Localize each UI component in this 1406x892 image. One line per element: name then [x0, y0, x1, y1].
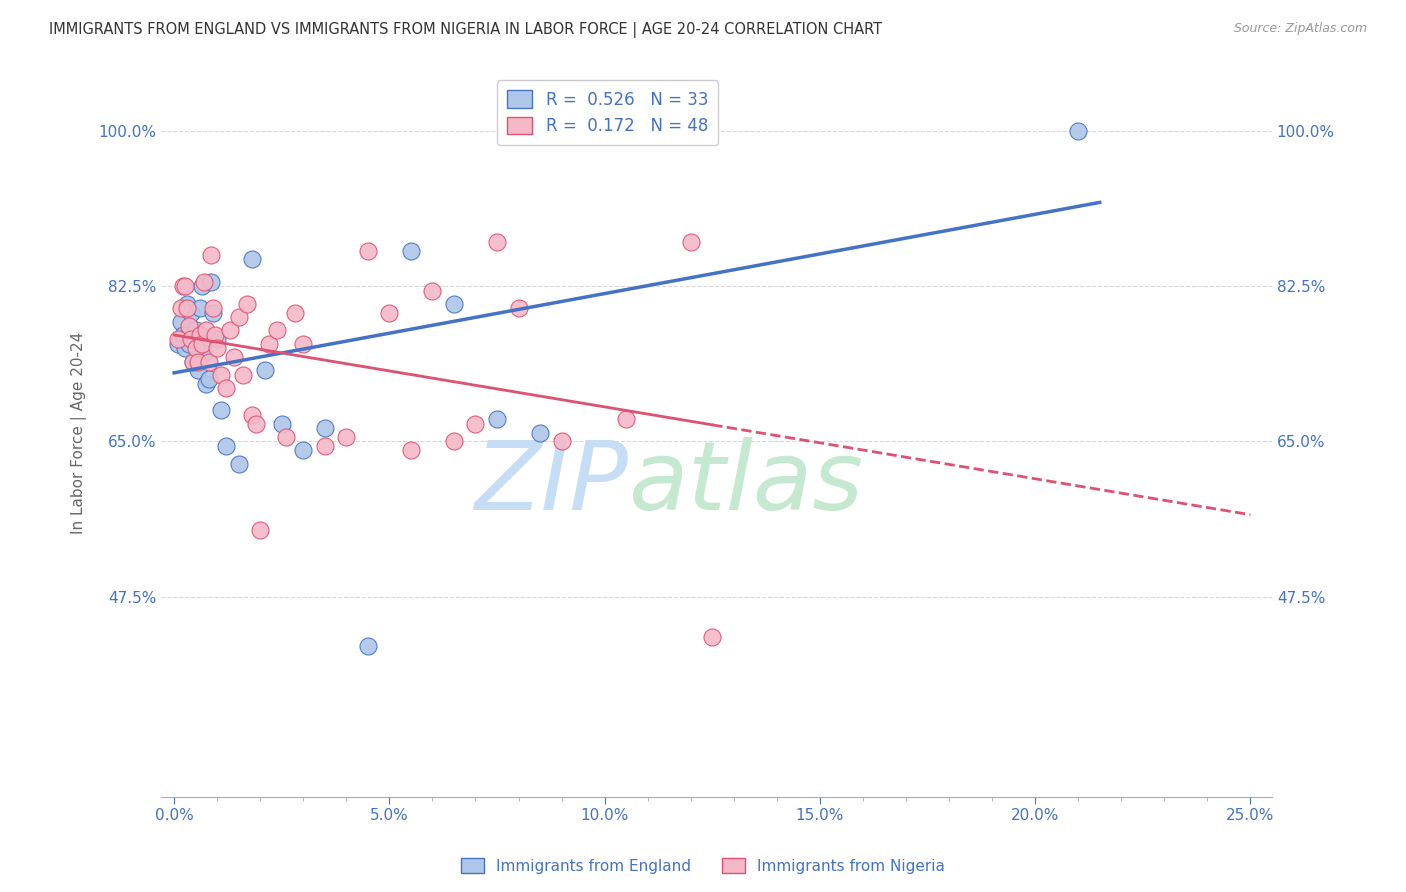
Point	[215, 439, 238, 453]
Point	[200, 275, 222, 289]
Point	[195, 323, 218, 337]
Point	[357, 244, 380, 258]
Text: atlas: atlas	[627, 437, 863, 530]
Point	[188, 327, 211, 342]
Point	[201, 301, 224, 316]
Point	[228, 457, 250, 471]
Point	[172, 279, 194, 293]
Point	[357, 639, 380, 653]
Point	[184, 341, 207, 355]
Point	[193, 345, 215, 359]
Point	[614, 412, 637, 426]
Point	[249, 523, 271, 537]
Point	[180, 306, 202, 320]
Point	[193, 275, 215, 289]
Legend: R =  0.526   N = 33, R =  0.172   N = 48: R = 0.526 N = 33, R = 0.172 N = 48	[498, 80, 718, 145]
Point	[211, 368, 233, 382]
Point	[211, 403, 233, 417]
Point	[169, 315, 191, 329]
Point	[174, 341, 197, 355]
Point	[292, 443, 315, 458]
Point	[508, 301, 530, 316]
Point	[219, 323, 242, 337]
Point	[550, 434, 572, 449]
Point	[197, 372, 219, 386]
Point	[399, 244, 422, 258]
Point	[183, 354, 205, 368]
Point	[179, 319, 201, 334]
Point	[184, 323, 207, 337]
Point	[228, 310, 250, 325]
Point	[169, 301, 191, 316]
Point	[232, 368, 254, 382]
Point	[191, 279, 214, 293]
Point	[335, 430, 357, 444]
Point	[679, 235, 702, 249]
Point	[1067, 124, 1090, 138]
Point	[174, 279, 197, 293]
Point	[485, 412, 508, 426]
Point	[224, 350, 246, 364]
Point	[183, 354, 205, 368]
Point	[274, 430, 297, 444]
Text: ZIP: ZIP	[474, 437, 627, 530]
Point	[485, 235, 508, 249]
Point	[167, 332, 190, 346]
Point	[187, 363, 209, 377]
Point	[179, 336, 201, 351]
Point	[658, 124, 681, 138]
Point	[204, 327, 226, 342]
Point	[378, 306, 401, 320]
Point	[399, 443, 422, 458]
Point	[257, 336, 280, 351]
Point	[314, 421, 336, 435]
Point	[702, 630, 724, 644]
Point	[266, 323, 288, 337]
Point	[284, 306, 307, 320]
Point	[422, 284, 444, 298]
Text: Source: ZipAtlas.com: Source: ZipAtlas.com	[1233, 22, 1367, 36]
Point	[205, 341, 228, 355]
Point	[292, 336, 315, 351]
Point	[240, 252, 263, 267]
Point	[176, 301, 198, 316]
Y-axis label: In Labor Force | Age 20-24: In Labor Force | Age 20-24	[72, 332, 87, 533]
Point	[253, 363, 276, 377]
Point	[215, 381, 238, 395]
Point	[195, 376, 218, 391]
Point	[236, 297, 259, 311]
Point	[240, 408, 263, 422]
Legend: Immigrants from England, Immigrants from Nigeria: Immigrants from England, Immigrants from…	[456, 852, 950, 880]
Point	[201, 306, 224, 320]
Point	[270, 417, 292, 431]
Point	[314, 439, 336, 453]
Text: IMMIGRANTS FROM ENGLAND VS IMMIGRANTS FROM NIGERIA IN LABOR FORCE | AGE 20-24 CO: IMMIGRANTS FROM ENGLAND VS IMMIGRANTS FR…	[49, 22, 883, 38]
Point	[443, 434, 465, 449]
Point	[197, 354, 219, 368]
Point	[200, 248, 222, 262]
Point	[176, 297, 198, 311]
Point	[180, 332, 202, 346]
Point	[172, 327, 194, 342]
Point	[464, 417, 486, 431]
Point	[443, 297, 465, 311]
Point	[529, 425, 551, 440]
Point	[191, 336, 214, 351]
Point	[167, 336, 190, 351]
Point	[187, 354, 209, 368]
Point	[188, 301, 211, 316]
Point	[245, 417, 267, 431]
Point	[205, 332, 228, 346]
